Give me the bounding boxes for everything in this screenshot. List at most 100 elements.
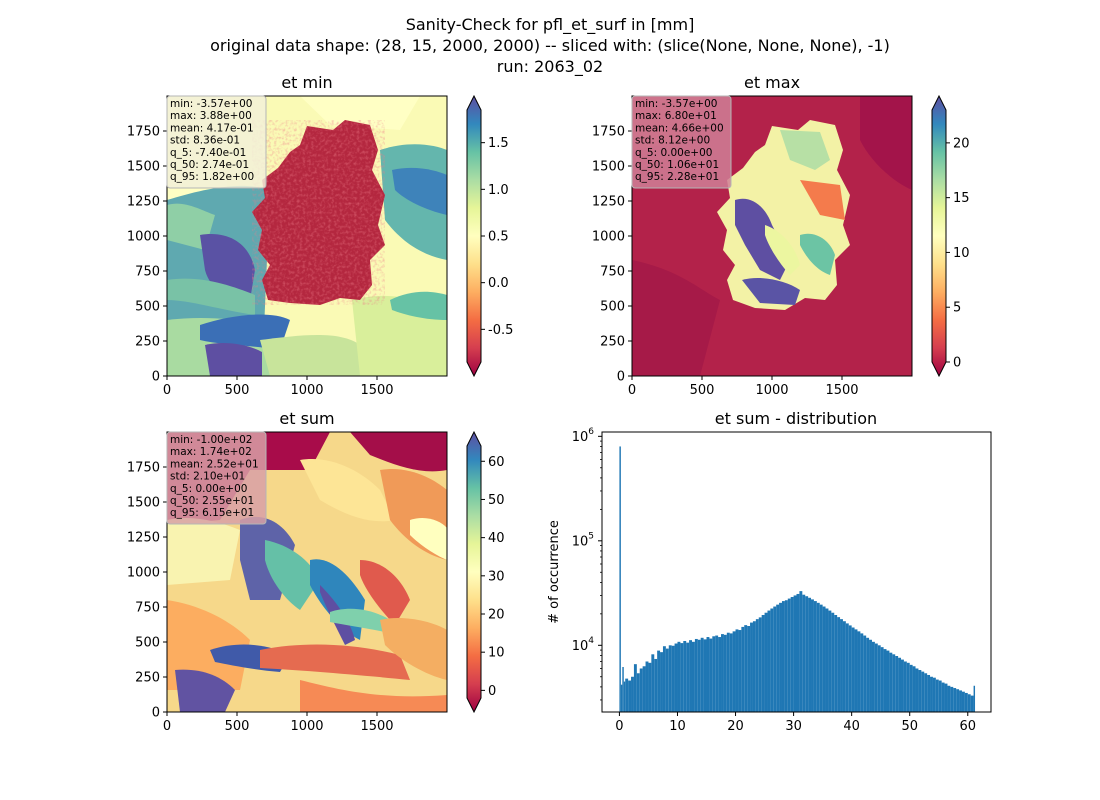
colorbar-tick-label: 1.0 [488, 183, 509, 198]
histogram-bar [845, 623, 849, 712]
histogram-bar [944, 683, 948, 712]
x-tick-label: 1000 [290, 719, 323, 734]
histogram-bar [729, 633, 733, 712]
colorbar: -0.5 0.0 0.5 1.0 1.5 [466, 94, 513, 378]
y-tick-label: 1000 [592, 230, 625, 245]
stats-line: min: -3.57e+00 [170, 98, 252, 110]
y-tick-label: 1250 [127, 531, 160, 546]
x-tick-label: 500 [225, 383, 250, 398]
histogram-bar [623, 681, 626, 712]
histogram-bar [909, 664, 913, 712]
histogram-bar [677, 641, 681, 712]
x-tick-label: 40 [843, 719, 860, 734]
histogram-bar [665, 648, 669, 712]
histogram-bar [767, 610, 771, 712]
histogram-bar [915, 668, 919, 712]
histogram-bar [793, 595, 797, 712]
histogram-bar [874, 643, 878, 712]
y-tick-label: 1750 [127, 461, 160, 476]
y-tick-label: 250 [135, 335, 160, 350]
histogram-bar [912, 666, 916, 712]
histogram-bar [808, 597, 812, 712]
histogram-bar [645, 661, 649, 712]
histogram-bar [651, 654, 655, 712]
colorbar: 0 10 20 30 40 50 60 [466, 430, 505, 714]
histogram-bar [973, 685, 976, 712]
stats-line: q_5: 0.00e+00 [635, 147, 712, 159]
y-tick-label: 1750 [592, 125, 625, 140]
histogram-bar [831, 612, 835, 712]
histogram-bar [921, 671, 925, 712]
heatmap-panel-et-sum: et sum [127, 409, 505, 734]
histogram-bar [694, 638, 698, 712]
x-tick-label: 0 [615, 719, 623, 734]
histogram-bar [773, 606, 777, 712]
histogram-bar [787, 598, 791, 712]
histogram-bar [883, 649, 887, 712]
colorbar-tick-label: 60 [488, 455, 505, 470]
stats-line: min: -1.00e+02 [170, 434, 252, 446]
x-tick-label: 1000 [290, 383, 323, 398]
histogram-bar [857, 631, 861, 712]
stats-line: q_95: 1.82e+00 [170, 171, 254, 183]
histogram-bar [712, 636, 716, 712]
figure-title-line-1: Sanity-Check for pfl_et_surf in [mm] [406, 15, 695, 35]
panel-title: et min [281, 73, 332, 92]
histogram-bar [654, 658, 658, 712]
stats-line: std: 8.12e+00 [635, 135, 710, 147]
histogram-bar [744, 625, 748, 712]
histogram-bar [691, 641, 695, 712]
histogram-bar [738, 630, 742, 712]
y-tick-label: 105 [572, 531, 594, 549]
histogram-bar [863, 635, 867, 712]
x-tick-label: 10 [669, 719, 686, 734]
colorbar-tick-label: 1.5 [488, 136, 509, 151]
histogram-bar [689, 640, 692, 712]
histogram-bar [877, 645, 881, 712]
stats-line: q_95: 2.28e+01 [635, 171, 719, 183]
y-axis: 0 250 500 750 1000 1250 1500 1750 [592, 125, 632, 385]
histogram-bar [790, 596, 794, 712]
histogram-bar [619, 446, 621, 712]
y-tick-label: 1000 [127, 230, 160, 245]
histogram-bar [796, 593, 800, 712]
histogram-bar [959, 690, 962, 712]
histogram-bar [805, 596, 809, 712]
histogram-bar [706, 637, 710, 712]
y-tick-label: 500 [600, 300, 625, 315]
histogram-bar [938, 680, 942, 712]
histogram-bar [761, 615, 765, 712]
colorbar-tick-label: 5 [953, 301, 961, 316]
histogram-bar [953, 688, 957, 712]
histogram-bar [631, 676, 634, 712]
histogram-bar [947, 685, 951, 712]
stats-line: mean: 4.17e-01 [170, 122, 254, 134]
histogram-bar [941, 682, 945, 712]
histogram-bar [758, 617, 762, 712]
histogram-bar [770, 608, 774, 712]
colorbar-tick-label: 0.0 [488, 276, 509, 291]
x-tick-label: 500 [225, 719, 250, 734]
panel-title: et sum - distribution [715, 409, 877, 428]
histogram-bar [932, 677, 936, 712]
histogram-bar [723, 634, 727, 712]
stats-line: q_50: 1.06e+01 [635, 159, 719, 171]
figure-title-line-2: original data shape: (28, 15, 2000, 2000… [210, 36, 890, 55]
histogram-bar [779, 602, 782, 712]
x-tick-label: 60 [960, 719, 977, 734]
histogram-bar [662, 646, 666, 712]
colorbar-tick-label: 20 [953, 136, 970, 151]
histogram-bar [834, 615, 838, 712]
histogram-bar [741, 626, 745, 712]
x-tick-label: 1500 [360, 719, 393, 734]
y-tick-label: 1000 [127, 566, 160, 581]
histogram-bar [625, 678, 629, 712]
colorbar-tick-label: 30 [488, 569, 505, 584]
histogram-bar [648, 662, 652, 712]
panel-title: et sum [279, 409, 334, 428]
heatmap-image [631, 95, 913, 377]
histogram-bar [886, 650, 890, 712]
